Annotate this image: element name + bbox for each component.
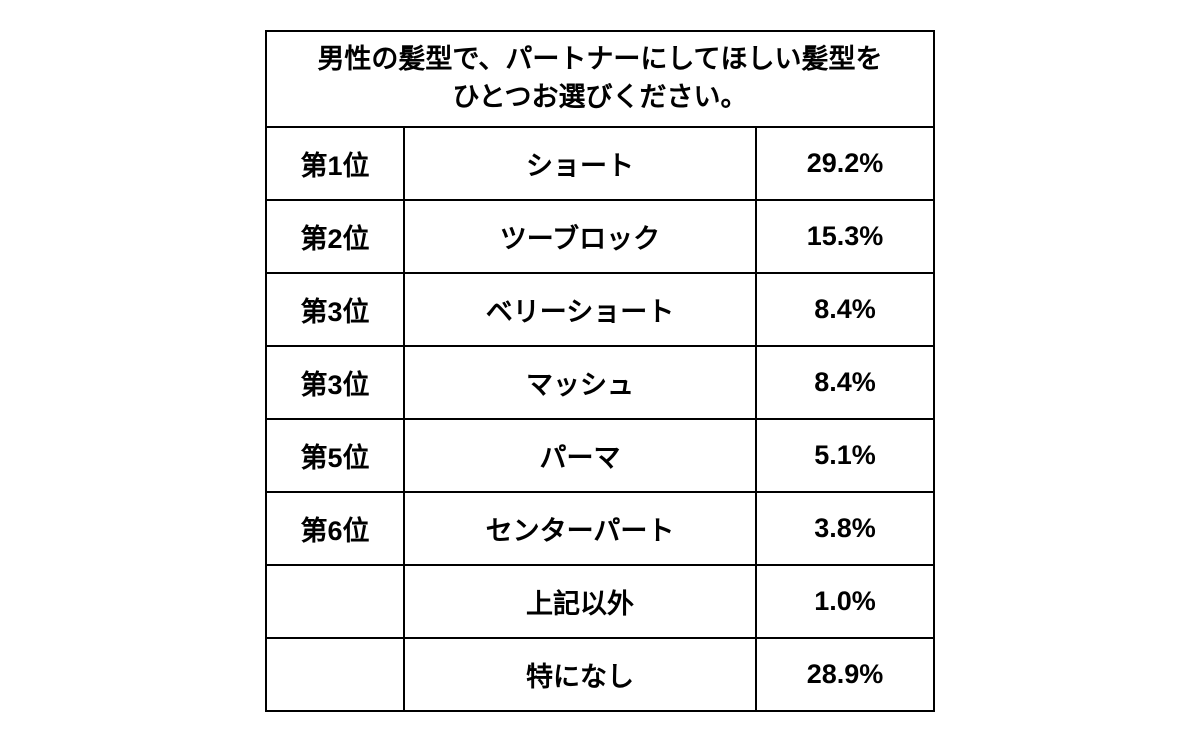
rank-cell xyxy=(266,638,404,711)
table-title: 男性の髪型で、パートナーにしてほしい髪型を ひとつお選びください。 xyxy=(266,31,934,127)
style-cell: 上記以外 xyxy=(404,565,756,638)
table-row: 第3位 ベリーショート 8.4% xyxy=(266,273,934,346)
table-title-line2: ひとつお選びください。 xyxy=(452,82,747,112)
table-row: 第6位 センターパート 3.8% xyxy=(266,492,934,565)
table-row: 第5位 パーマ 5.1% xyxy=(266,419,934,492)
rank-cell: 第1位 xyxy=(266,127,404,200)
table-row: 上記以外 1.0% xyxy=(266,565,934,638)
hairstyle-ranking-table: 男性の髪型で、パートナーにしてほしい髪型を ひとつお選びください。 第1位 ショ… xyxy=(265,30,935,712)
rank-cell: 第3位 xyxy=(266,273,404,346)
style-cell: センターパート xyxy=(404,492,756,565)
table-row: 第1位 ショート 29.2% xyxy=(266,127,934,200)
table-row: 第2位 ツーブロック 15.3% xyxy=(266,200,934,273)
style-cell: 特になし xyxy=(404,638,756,711)
rank-cell: 第3位 xyxy=(266,346,404,419)
percent-cell: 29.2% xyxy=(756,127,934,200)
percent-cell: 15.3% xyxy=(756,200,934,273)
percent-cell: 5.1% xyxy=(756,419,934,492)
table-title-line1: 男性の髪型で、パートナーにしてほしい髪型を xyxy=(317,44,882,74)
percent-cell: 28.9% xyxy=(756,638,934,711)
rank-cell: 第5位 xyxy=(266,419,404,492)
percent-cell: 8.4% xyxy=(756,273,934,346)
style-cell: パーマ xyxy=(404,419,756,492)
rank-cell: 第2位 xyxy=(266,200,404,273)
rank-cell: 第6位 xyxy=(266,492,404,565)
style-cell: マッシュ xyxy=(404,346,756,419)
table-row: 第3位 マッシュ 8.4% xyxy=(266,346,934,419)
percent-cell: 3.8% xyxy=(756,492,934,565)
style-cell: ショート xyxy=(404,127,756,200)
percent-cell: 1.0% xyxy=(756,565,934,638)
percent-cell: 8.4% xyxy=(756,346,934,419)
rank-cell xyxy=(266,565,404,638)
style-cell: ツーブロック xyxy=(404,200,756,273)
table-row: 特になし 28.9% xyxy=(266,638,934,711)
style-cell: ベリーショート xyxy=(404,273,756,346)
